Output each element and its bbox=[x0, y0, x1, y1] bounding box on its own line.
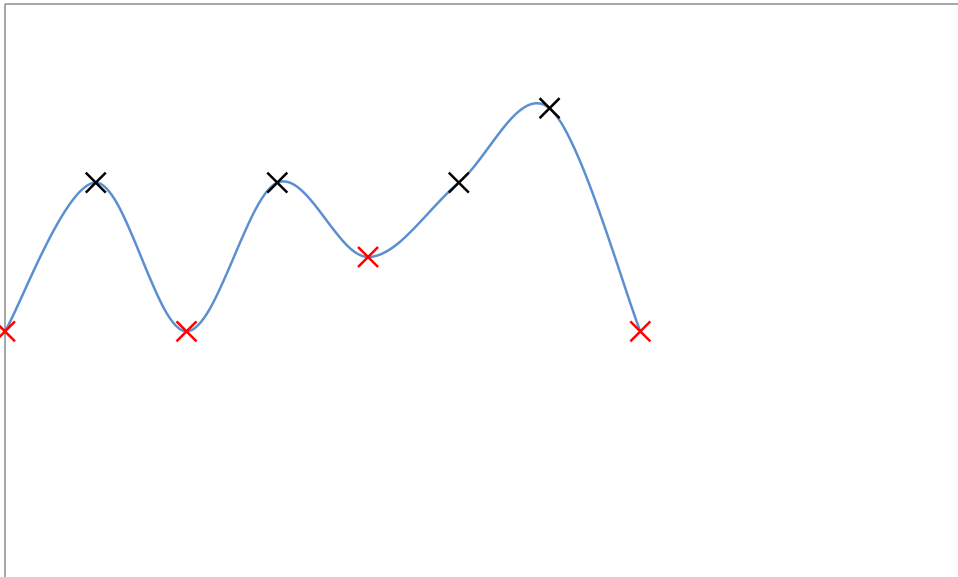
local-minimum-marker-3 bbox=[629, 320, 652, 343]
other-point-marker-1 bbox=[266, 171, 289, 194]
other-point-marker-3 bbox=[538, 97, 561, 120]
local-minimum-marker-2 bbox=[357, 246, 379, 268]
other-point-marker-2 bbox=[447, 171, 470, 194]
series-line-0 bbox=[3, 101, 642, 333]
local-minimum-marker-0 bbox=[0, 320, 16, 343]
marker-layer bbox=[0, 97, 652, 343]
curve-layer bbox=[3, 101, 642, 333]
plot-frame bbox=[4, 3, 958, 577]
local-minimum-marker-1 bbox=[175, 320, 198, 343]
other-point-marker-0 bbox=[84, 171, 107, 194]
